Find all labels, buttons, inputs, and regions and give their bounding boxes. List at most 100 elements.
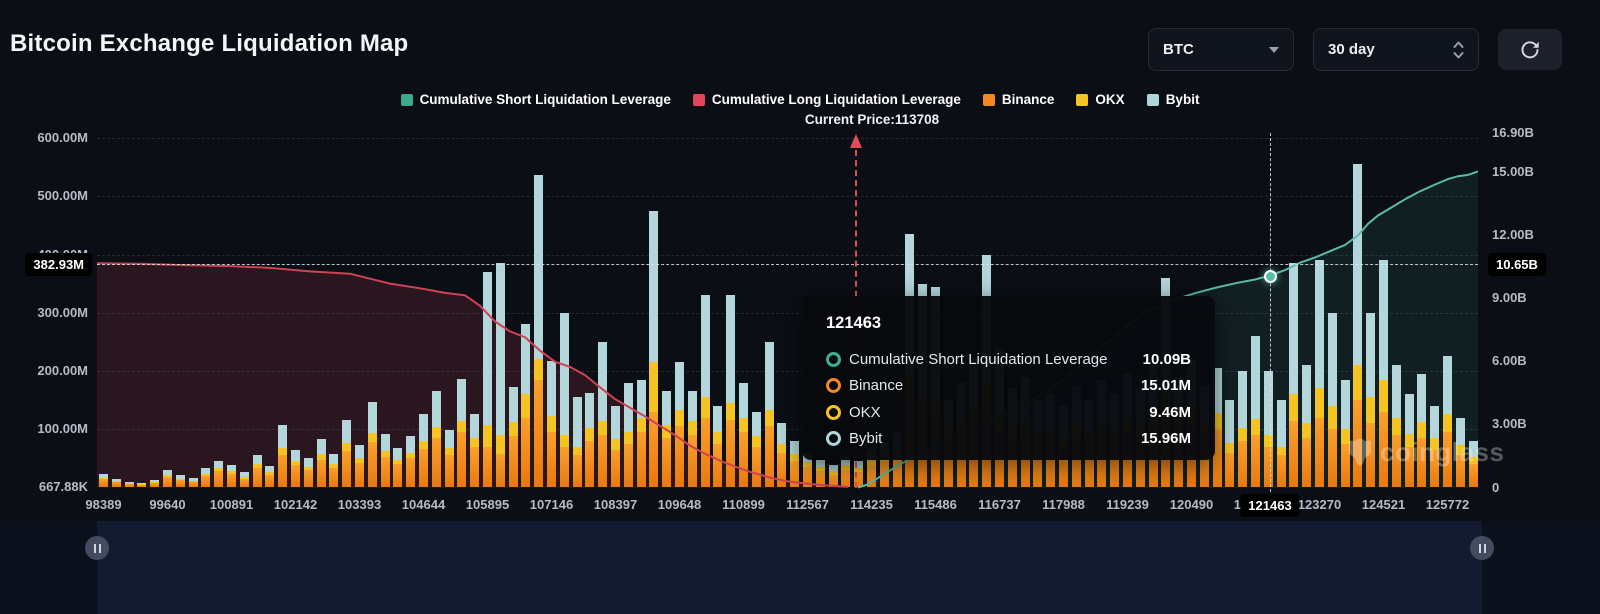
liquidation-bar[interactable] <box>1315 260 1324 488</box>
liquidation-bar[interactable] <box>1251 336 1260 488</box>
liquidation-bar[interactable] <box>547 360 556 488</box>
liquidation-bar[interactable] <box>1212 368 1222 488</box>
liquidation-bar[interactable] <box>355 444 364 488</box>
liquidation-bar[interactable] <box>585 393 595 488</box>
okx-bar-segment <box>111 481 121 483</box>
liquidation-bar[interactable] <box>1443 356 1452 488</box>
liquidation-bar[interactable] <box>1430 405 1440 488</box>
liquidation-bar[interactable] <box>291 450 300 488</box>
liquidation-bar[interactable] <box>1302 364 1312 488</box>
liquidation-bar[interactable] <box>124 481 134 488</box>
coin-select[interactable]: BTC <box>1148 28 1294 71</box>
liquidation-bar[interactable] <box>649 210 659 488</box>
liquidation-bar[interactable] <box>175 475 185 488</box>
liquidation-bar[interactable] <box>1225 400 1235 488</box>
coinglass-bull-icon <box>1348 438 1372 466</box>
liquidation-bar[interactable] <box>790 440 800 488</box>
binance-bar-segment <box>265 474 275 488</box>
liquidation-bar[interactable] <box>662 391 672 488</box>
liquidation-bar[interactable] <box>559 312 569 488</box>
liquidation-bar[interactable] <box>137 482 147 488</box>
liquidation-bar[interactable] <box>700 295 710 488</box>
liquidation-bar[interactable] <box>1404 394 1414 488</box>
liquidation-bar[interactable] <box>431 391 441 488</box>
liquidation-bar[interactable] <box>303 458 313 488</box>
liquidation-bar[interactable] <box>393 447 403 488</box>
liquidation-bar[interactable] <box>163 470 172 488</box>
liquidation-bar[interactable] <box>1276 400 1286 488</box>
legend-item-okx[interactable]: OKX <box>1076 92 1125 107</box>
liquidation-bar[interactable] <box>841 457 851 488</box>
binance-bar-segment <box>1097 435 1107 488</box>
liquidation-bar[interactable] <box>739 382 748 488</box>
liquidation-bar[interactable] <box>444 430 454 488</box>
liquidation-bar[interactable] <box>406 436 416 488</box>
liquidation-bar[interactable] <box>1238 371 1248 488</box>
liquidation-bar[interactable] <box>611 405 620 488</box>
liquidation-bar[interactable] <box>598 341 608 488</box>
legend-item-cumulative-short-liquidation-leverage[interactable]: Cumulative Short Liquidation Leverage <box>400 92 671 107</box>
liquidation-bar[interactable] <box>342 419 352 488</box>
liquidation-bar[interactable] <box>1263 371 1273 488</box>
liquidation-bar[interactable] <box>1340 379 1350 488</box>
liquidation-bar[interactable] <box>265 465 275 488</box>
liquidation-bar[interactable] <box>99 474 108 488</box>
legend-item-cumulative-long-liquidation-leverage[interactable]: Cumulative Long Liquidation Leverage <box>692 92 961 107</box>
liquidation-bar[interactable] <box>777 423 787 488</box>
liquidation-bar[interactable] <box>1417 373 1427 488</box>
liquidation-bar[interactable] <box>713 405 723 488</box>
liquidation-bar[interactable] <box>227 464 236 488</box>
bybit-bar-segment <box>713 405 723 433</box>
liquidation-bar[interactable] <box>252 454 262 488</box>
liquidation-bar[interactable] <box>828 465 838 488</box>
binance-bar-segment <box>163 477 172 488</box>
liquidation-bar[interactable] <box>278 425 288 488</box>
slider-handle-right[interactable] <box>1470 536 1494 560</box>
liquidation-bar[interactable] <box>470 413 480 488</box>
liquidation-bar[interactable] <box>188 477 198 488</box>
liquidation-bar[interactable] <box>380 434 390 488</box>
liquidation-bar[interactable] <box>572 397 582 488</box>
binance-bar-segment <box>1315 417 1324 488</box>
liquidation-bar[interactable] <box>495 263 505 488</box>
liquidation-bar[interactable] <box>329 454 339 488</box>
liquidation-bar[interactable] <box>1391 365 1401 488</box>
zoom-slider-selection[interactable] <box>97 521 1482 614</box>
liquidation-bar[interactable] <box>316 438 326 488</box>
liquidation-bar[interactable] <box>764 341 774 488</box>
liquidation-bar[interactable] <box>521 324 531 488</box>
legend-item-bybit[interactable]: Bybit <box>1146 92 1199 107</box>
liquidation-bar[interactable] <box>1468 440 1478 488</box>
liquidation-bar[interactable] <box>1455 417 1465 488</box>
liquidation-bar[interactable] <box>483 271 492 488</box>
liquidation-bar[interactable] <box>201 468 211 488</box>
liquidation-bar[interactable] <box>815 459 825 488</box>
binance-bar-segment <box>764 426 774 488</box>
liquidation-bar[interactable] <box>150 479 160 488</box>
liquidation-bar[interactable] <box>214 460 224 488</box>
range-select[interactable]: 30 day <box>1313 28 1479 71</box>
liquidation-bar[interactable] <box>854 461 864 488</box>
liquidation-bar[interactable] <box>111 478 121 488</box>
bybit-bar-segment <box>700 295 710 398</box>
liquidation-bar[interactable] <box>687 391 697 488</box>
liquidation-bar[interactable] <box>1379 260 1388 488</box>
liquidation-bar[interactable] <box>457 378 467 488</box>
liquidation-bar[interactable] <box>726 295 736 488</box>
liquidation-bar[interactable] <box>636 379 646 488</box>
liquidation-bar[interactable] <box>1366 312 1376 488</box>
liquidation-bar[interactable] <box>675 362 684 488</box>
liquidation-bar[interactable] <box>508 386 518 488</box>
bybit-bar-segment <box>342 419 352 444</box>
refresh-button[interactable] <box>1498 29 1562 70</box>
liquidation-bar[interactable] <box>1289 263 1299 488</box>
legend-item-binance[interactable]: Binance <box>982 92 1054 107</box>
slider-handle-left[interactable] <box>85 536 109 560</box>
liquidation-bar[interactable] <box>367 402 377 488</box>
liquidation-bar[interactable] <box>239 472 249 488</box>
liquidation-bar[interactable] <box>1327 312 1337 488</box>
liquidation-bar[interactable] <box>419 414 428 488</box>
liquidation-bar[interactable] <box>751 411 761 488</box>
liquidation-bar[interactable] <box>534 174 544 488</box>
